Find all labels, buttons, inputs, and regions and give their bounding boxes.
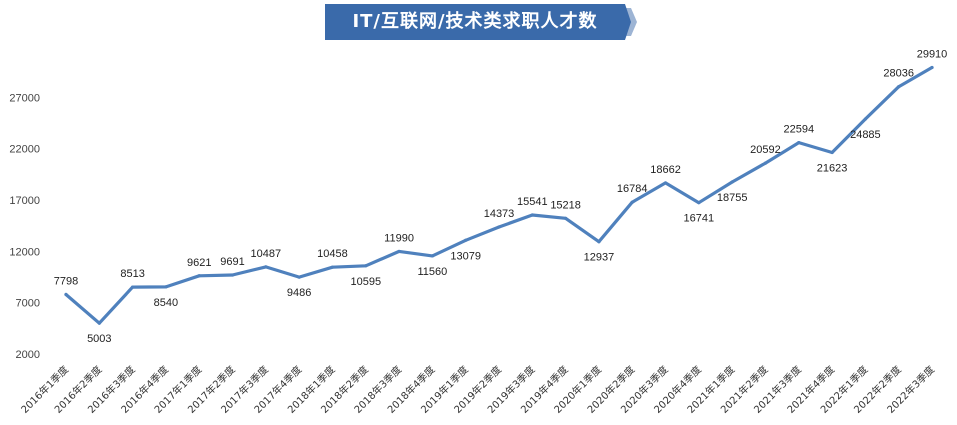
data-label: 11560: [417, 266, 447, 278]
data-label: 18662: [650, 164, 681, 176]
data-label: 9621: [187, 257, 211, 269]
data-label: 16784: [617, 183, 648, 195]
data-point: [364, 264, 368, 268]
data-label: 29910: [917, 48, 948, 60]
data-point: [197, 274, 201, 278]
series-line-group: [64, 65, 934, 325]
data-label: 20592: [750, 144, 781, 156]
data-label: 28036: [883, 68, 914, 80]
data-point: [597, 240, 601, 244]
series-line: [64, 65, 934, 325]
chart-title-banner: IT/互联网/技术类求职人才数: [325, 4, 637, 40]
data-label: 22594: [783, 124, 814, 136]
data-point: [497, 225, 501, 229]
y-tick-label: 17000: [9, 195, 40, 207]
data-label: 10487: [251, 248, 282, 260]
data-label: 10458: [317, 248, 348, 260]
data-point: [763, 161, 768, 165]
data-label: 16741: [684, 213, 715, 225]
y-tick-label: 22000: [9, 144, 40, 156]
y-tick-label: 7000: [16, 298, 40, 310]
data-point: [863, 117, 867, 121]
data-label: 8513: [120, 268, 144, 280]
data-label: 8540: [154, 297, 178, 309]
y-tick-label: 27000: [9, 92, 40, 104]
data-label: 13079: [450, 250, 481, 262]
data-point: [730, 180, 734, 184]
y-axis-ticks: 2000 7000 12000 17000 22000 27000: [9, 92, 40, 361]
data-point: [464, 238, 468, 242]
data-point: [297, 275, 301, 279]
data-labels: 7798 5003 8513 8540 9621 9691 10487 9486 10458 10…: [54, 48, 948, 345]
x-axis-ticks: 2016年1季度2016年2季度2016年3季度2016年4季度2017年1季度…: [18, 363, 937, 416]
data-point: [630, 200, 634, 204]
data-point: [97, 321, 101, 325]
data-point: [397, 249, 401, 254]
data-label: 15541: [517, 196, 548, 208]
y-tick-label: 2000: [16, 349, 40, 361]
data-point: [430, 254, 434, 258]
data-label: 10595: [350, 276, 381, 288]
data-point: [530, 213, 534, 217]
data-label: 14373: [484, 208, 515, 220]
data-point: [131, 285, 135, 289]
data-point: [330, 265, 335, 269]
title-banner-shape: [325, 4, 637, 40]
data-point: [663, 181, 668, 185]
data-point: [930, 65, 934, 70]
data-point: [164, 285, 168, 289]
data-label: 18755: [717, 192, 748, 204]
chart-title: IT/互联网/技术类求职人才数: [352, 11, 598, 32]
data-point: [564, 216, 568, 220]
y-tick-label: 12000: [9, 246, 40, 258]
data-point: [897, 85, 901, 89]
data-label: 15218: [550, 199, 581, 211]
data-point: [264, 265, 268, 269]
data-label: 7798: [54, 275, 78, 287]
data-point: [797, 140, 801, 145]
data-point: [697, 201, 701, 205]
data-point: [830, 150, 834, 155]
data-point: [64, 292, 68, 297]
data-label: 11990: [384, 232, 414, 244]
data-point: [230, 273, 235, 277]
data-label: 24885: [850, 129, 881, 141]
data-label: 5003: [87, 333, 111, 345]
data-label: 12937: [584, 252, 615, 264]
data-label: 9486: [287, 287, 311, 299]
data-label: 21623: [817, 163, 848, 175]
data-label: 9691: [220, 256, 244, 268]
